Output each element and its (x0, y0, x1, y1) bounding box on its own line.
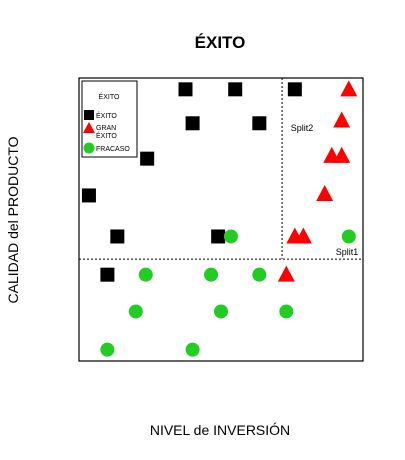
y-axis-label: CALIDAD del PRODUCTO (5, 136, 21, 303)
triangle-point (333, 111, 351, 128)
plot-area-border (78, 77, 364, 362)
legend-label-gran-exito: GRAN ÉXITO (96, 125, 117, 140)
circle-point (279, 304, 294, 319)
legend-square-icon (84, 110, 94, 120)
circle-point (204, 267, 219, 282)
split1-label: Split1 (336, 247, 359, 257)
circle-point (128, 304, 143, 319)
circle-point (252, 267, 267, 282)
legend-triangle-icon (83, 122, 95, 133)
circle-point (100, 342, 115, 357)
square-point (110, 229, 125, 244)
triangle-point (277, 265, 295, 282)
circle-point (138, 267, 153, 282)
split2-label: Split2 (291, 123, 314, 133)
square-point (100, 267, 115, 282)
circle-point (185, 342, 200, 357)
circle-point (341, 229, 356, 244)
square-point (185, 116, 200, 131)
legend-label-exito: ÉXITO (96, 111, 117, 120)
legend: ÉXITO ÉXITO GRAN ÉXITO FRACASO (81, 80, 138, 158)
square-point (287, 82, 302, 97)
triangle-point (294, 227, 312, 244)
legend-label-fracaso: FRACASO (96, 146, 130, 153)
chart-title: ÉXITO (195, 33, 246, 52)
legend-title: ÉXITO (99, 92, 120, 101)
triangle-point (316, 185, 334, 202)
circle-point (214, 304, 228, 319)
circle-point (223, 229, 238, 244)
legend-circle-icon (83, 142, 95, 154)
data-points (81, 80, 358, 357)
square-point (228, 82, 243, 97)
triangle-point (340, 80, 358, 97)
square-point (178, 82, 193, 97)
square-point (81, 188, 96, 203)
triangle-point (333, 146, 351, 163)
split-lines: Split1 Split2 (79, 78, 363, 260)
square-point (252, 116, 267, 131)
square-point (211, 229, 226, 244)
x-axis-label: NIVEL de INVERSIÓN (150, 422, 290, 438)
square-point (140, 151, 155, 166)
